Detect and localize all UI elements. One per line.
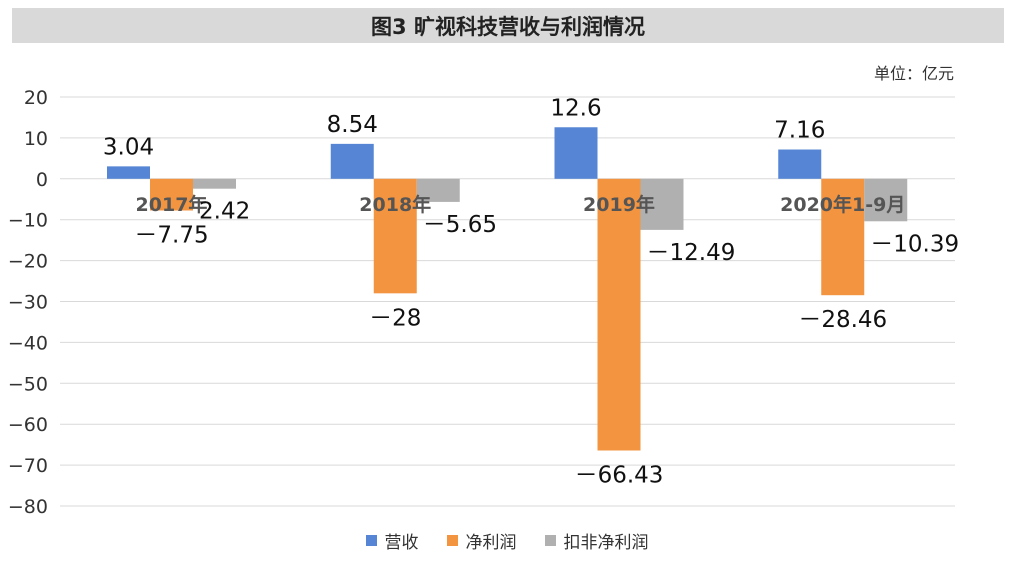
y-tick-label: −60 [8,414,48,436]
bar [640,178,684,230]
y-tick-label: −30 [8,292,48,314]
bar [554,127,598,179]
data-label: －12.49 [647,240,736,266]
category-label: 2018年 [359,193,431,216]
legend-swatch-revenue [365,535,377,546]
legend-item-net-profit: 净利润 [446,528,517,553]
bar [150,178,193,211]
y-tick-label: −10 [8,210,48,232]
data-label: 7.16 [774,118,825,144]
y-tick-label: 10 [24,128,48,150]
legend-item-adjusted-net-profit: 扣非净利润 [544,528,649,553]
data-label: －28 [369,305,421,331]
legend-item-revenue: 营收 [365,528,419,553]
chart-title: 图3 旷视科技营收与利润情况 [371,14,645,39]
bar [107,166,150,179]
data-label: 8.54 [327,112,378,138]
legend: 营收 净利润 扣非净利润 [0,528,1014,553]
data-label: －5.65 [423,212,497,238]
data-label: 2.42 [199,199,250,225]
bar [416,178,460,202]
category-label: 2020年1-9月 [780,193,905,216]
bar [778,149,822,179]
category-label: 2019年 [583,193,655,216]
legend-label-net-profit: 净利润 [465,533,517,553]
bar [821,178,865,296]
legend-swatch-adjusted-net-profit [544,535,556,546]
unit-label: 单位：亿元 [873,64,954,83]
y-tick-label: −80 [8,496,48,518]
data-label: 3.04 [103,134,154,160]
y-tick-label: 0 [36,169,48,191]
bar [864,178,908,222]
y-tick-label: −50 [8,373,48,395]
category-label: 2017年 [136,193,208,216]
chart-title-bar: 图3 旷视科技营收与利润情况 [12,8,1004,43]
y-tick-label: −40 [8,332,48,354]
data-label: －7.75 [134,222,208,248]
y-tick-label: −20 [8,251,48,273]
legend-label-revenue: 营收 [384,533,419,553]
data-label: －28.46 [798,307,887,333]
bar [193,178,236,189]
data-label: －66.43 [575,462,664,488]
data-label: －10.39 [870,231,959,257]
y-tick-label: 20 [24,87,48,109]
y-tick-label: −70 [8,455,48,477]
bar [330,143,374,179]
legend-swatch-net-profit [446,535,458,546]
bar [373,178,417,294]
bar [597,178,641,451]
data-label: 12.6 [550,95,601,121]
legend-label-adjusted-net-profit: 扣非净利润 [563,533,649,553]
